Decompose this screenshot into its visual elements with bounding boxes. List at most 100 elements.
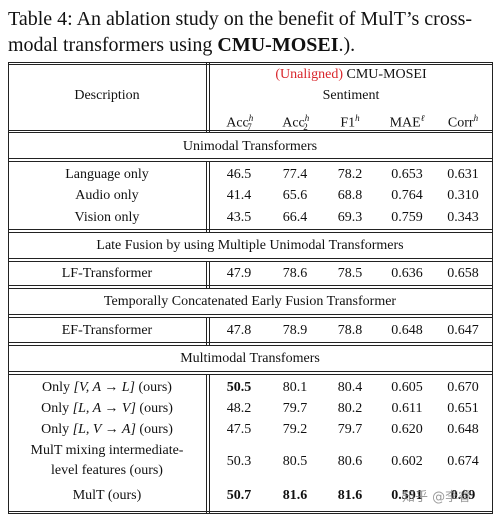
cell-only-v-acc7: 48.2	[226, 401, 252, 416]
cell-lf-mae: 0.636	[391, 266, 423, 281]
cell-ef-mae: 0.648	[391, 323, 423, 338]
rule-multi-title	[8, 371, 493, 372]
cell-only-l-f1: 80.4	[337, 380, 363, 395]
col-header-acc7: Acch7	[226, 113, 254, 133]
rule-desc-b1	[206, 161, 207, 232]
cell-ef-acc2: 78.9	[282, 323, 308, 338]
col-header-f1: F1h	[340, 113, 360, 131]
rule-desc-e1	[206, 374, 207, 514]
cell-mult-mae: 0.591	[391, 488, 423, 503]
rule-left	[8, 62, 9, 514]
rule-desc-d1	[206, 317, 207, 345]
row-label-mix-line1: MulT mixing intermediate-	[30, 443, 184, 458]
rule-desc-c1	[206, 261, 207, 288]
rule-desc-e2	[209, 374, 210, 514]
row-label-only-l: Only [V, A → L] (ours)	[42, 380, 172, 395]
caption-dataset: CMU-MOSEI	[217, 34, 339, 56]
cell-only-v-acc2: 79.7	[282, 401, 308, 416]
cell-audio-f1: 68.8	[337, 188, 363, 203]
cell-language-f1: 78.2	[337, 167, 363, 182]
rule-header-bottom-2	[8, 132, 493, 133]
cell-only-a-f1: 79.7	[337, 422, 363, 437]
cell-audio-acc2: 65.6	[282, 188, 308, 203]
cell-mix-f1: 80.6	[337, 454, 363, 469]
rule-early-title-2	[8, 317, 493, 318]
cell-audio-acc7: 41.4	[226, 188, 252, 203]
rule-top	[8, 62, 493, 63]
cell-only-v-corr: 0.651	[447, 401, 479, 416]
rule-late-end-2	[8, 288, 493, 289]
rule-unimodal-title-2	[8, 161, 493, 162]
cell-only-v-f1: 80.2	[337, 401, 363, 416]
cell-mix-acc7: 50.3	[226, 454, 252, 469]
section-multimodal: Multimodal Transfomers	[180, 351, 320, 366]
ablation-table: Description (Unaligned) CMU-MOSEI Sentim…	[8, 62, 493, 514]
cell-language-mae: 0.653	[391, 167, 423, 182]
header-dataset-line: (Unaligned) CMU-MOSEI	[210, 67, 492, 83]
cell-mix-mae: 0.602	[391, 454, 423, 469]
rule-bottom-2	[8, 513, 493, 514]
row-label-language: Language only	[65, 167, 149, 182]
caption-text-suffix: .).	[338, 34, 356, 56]
rule-desc-c2	[209, 261, 210, 288]
rule-desc-b2	[209, 161, 210, 232]
cell-only-v-mae: 0.611	[391, 401, 423, 416]
row-label-mult: MulT (ours)	[72, 488, 142, 503]
rule-header-bottom	[8, 130, 493, 131]
section-unimodal: Unimodal Transformers	[182, 139, 318, 154]
rule-unimodal-title	[8, 158, 493, 159]
rule-desc-d2	[209, 317, 210, 345]
cell-only-a-acc2: 79.2	[282, 422, 308, 437]
cell-vision-corr: 0.343	[447, 210, 479, 225]
cell-language-acc7: 46.5	[226, 167, 252, 182]
rule-desc-a2	[209, 62, 210, 132]
row-label-mix-line2: level features (ours)	[51, 463, 163, 478]
rule-late-end	[8, 285, 493, 286]
rule-top-2	[8, 64, 493, 65]
rule-multi-title-2	[8, 374, 493, 375]
rule-unimodal-end-2	[8, 232, 493, 233]
table-caption: Table 4: An ablation study on the benefi…	[8, 6, 496, 58]
row-label-only-v: Only [L, A → V] (ours)	[41, 401, 173, 416]
cell-vision-mae: 0.759	[391, 210, 423, 225]
cell-mult-acc7: 50.7	[226, 488, 252, 503]
cell-vision-acc7: 43.5	[226, 210, 252, 225]
rule-early-title	[8, 314, 493, 315]
cell-ef-acc7: 47.8	[226, 323, 252, 338]
rule-right	[492, 62, 493, 514]
rule-desc-a1	[206, 62, 207, 132]
cell-only-a-corr: 0.648	[447, 422, 479, 437]
cell-ef-corr: 0.647	[447, 323, 479, 338]
rule-late-title-2	[8, 261, 493, 262]
col-header-acc2: Acch2	[282, 113, 310, 133]
section-late-fusion: Late Fusion by using Multiple Unimodal T…	[96, 238, 404, 253]
rule-bottom	[8, 511, 493, 512]
cell-audio-corr: 0.310	[447, 188, 479, 203]
rule-early-end-2	[8, 345, 493, 346]
rule-unimodal-end	[8, 229, 493, 230]
cell-only-l-corr: 0.670	[447, 380, 479, 395]
cell-language-acc2: 77.4	[282, 167, 308, 182]
caption-text-prefix: An ablation study on the benefit of MulT…	[8, 8, 473, 56]
col-header-corr: Corrh	[447, 113, 479, 131]
cell-mult-corr: 0.69	[450, 488, 476, 503]
cell-lf-acc2: 78.6	[282, 266, 308, 281]
cell-lf-f1: 78.5	[337, 266, 363, 281]
row-label-only-a: Only [L, V → A] (ours)	[41, 422, 173, 437]
cell-vision-f1: 69.3	[337, 210, 363, 225]
row-label-lf: LF-Transformer	[61, 266, 153, 281]
header-description: Description	[74, 88, 140, 103]
cell-only-a-acc7: 47.5	[226, 422, 252, 437]
col-header-mae: MAEℓ	[389, 113, 425, 131]
rule-early-end	[8, 342, 493, 343]
cell-only-a-mae: 0.620	[391, 422, 423, 437]
cell-mult-acc2: 81.6	[282, 488, 308, 503]
cell-only-l-acc2: 80.1	[282, 380, 308, 395]
header-task: Sentiment	[322, 88, 380, 103]
row-label-audio: Audio only	[75, 188, 139, 203]
cell-audio-mae: 0.764	[391, 188, 423, 203]
watermark: 知乎 @李睿	[402, 490, 472, 505]
header-dataset: CMU-MOSEI	[346, 67, 427, 82]
row-label-ef: EF-Transformer	[61, 323, 153, 338]
caption-label: Table 4:	[8, 8, 73, 30]
